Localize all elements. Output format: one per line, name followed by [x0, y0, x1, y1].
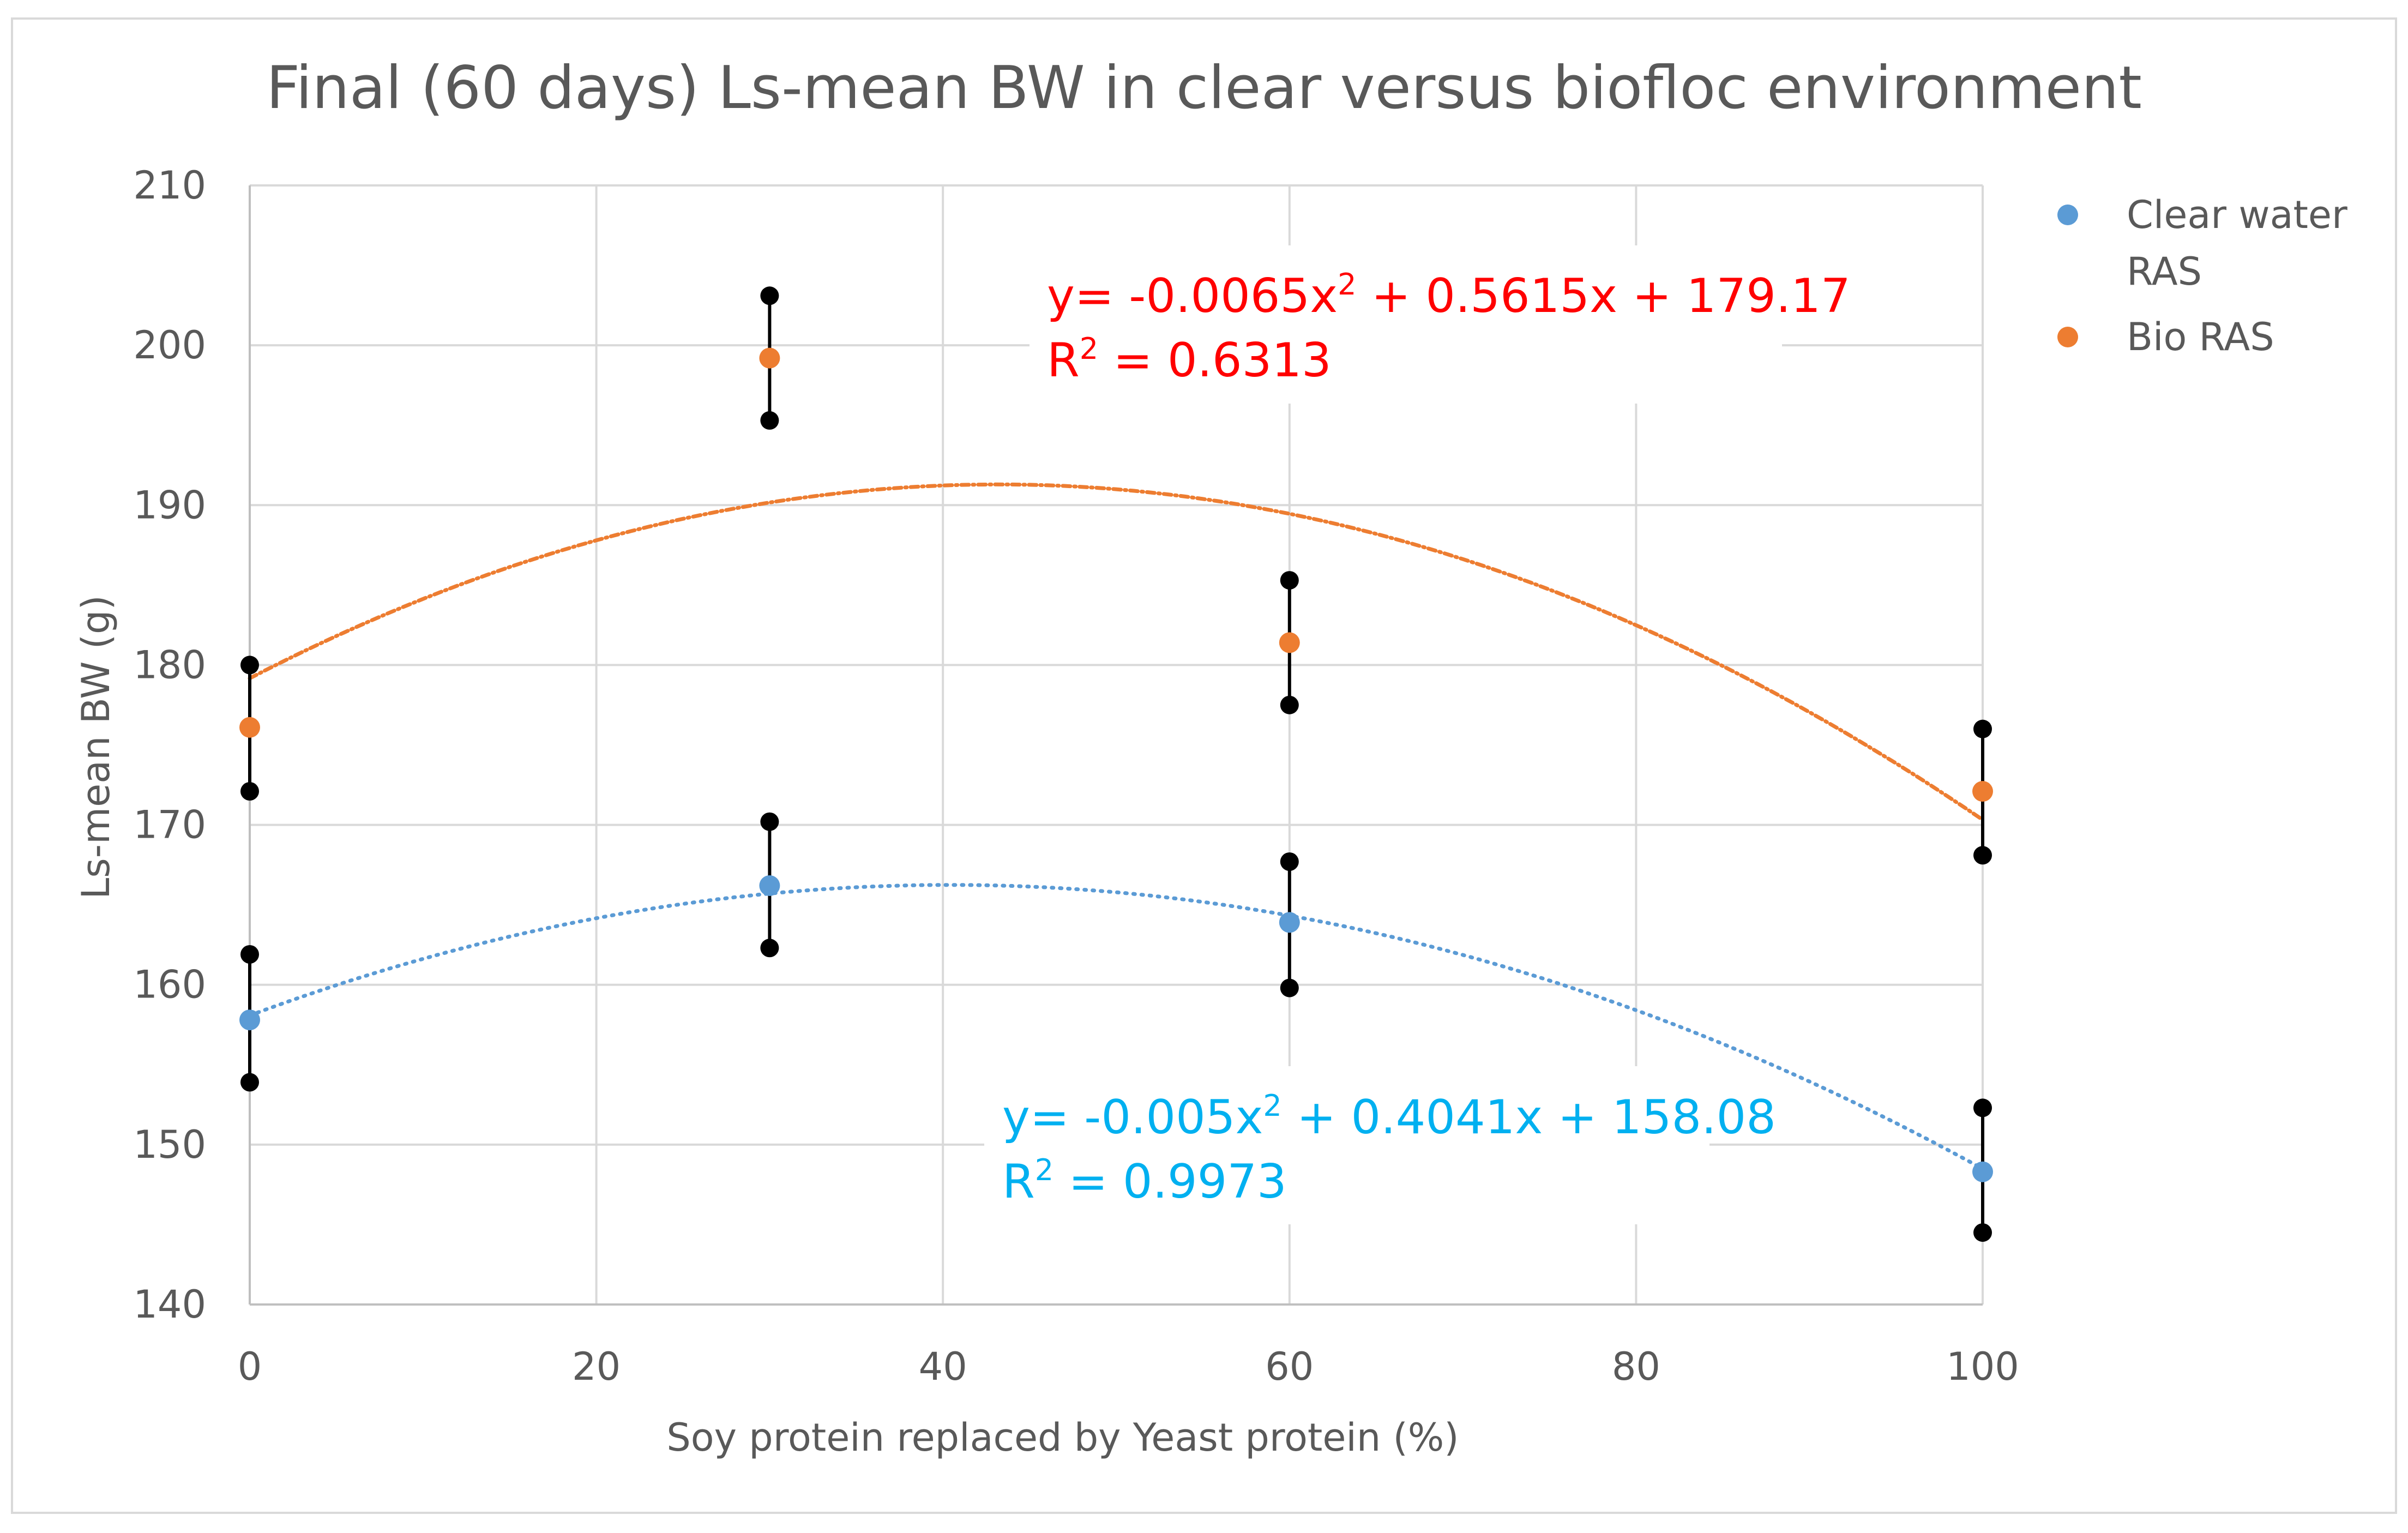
- legend-label-clear-water-line2: RAS: [2127, 249, 2202, 294]
- trendline-clear-water: [248, 883, 1985, 1171]
- x-tick-label: 60: [1265, 1344, 1314, 1389]
- error-cap-clear-water: [1280, 978, 1299, 997]
- trendline-bio-ras: [248, 482, 1985, 822]
- equation-layer: y= -0.005x2 + 0.4041x + 158.08 R2 = 0.997…: [984, 245, 1851, 1224]
- legend-label-bio-ras: Bio RAS: [2127, 315, 2274, 359]
- y-tick-label: 180: [133, 642, 206, 687]
- y-tick-label: 160: [133, 963, 206, 1007]
- error-cap-clear-water: [760, 812, 779, 831]
- error-cap-clear-water: [1280, 852, 1299, 871]
- chart-border: [11, 17, 2397, 1514]
- error-cap-bio-ras: [1280, 695, 1299, 714]
- data-point-bio-ras: [759, 347, 780, 369]
- data-point-clear-water: [759, 875, 780, 896]
- legend-label-clear-water: Clear water: [2127, 193, 2347, 237]
- y-axis-label: Ls-mean BW (g): [74, 595, 118, 899]
- data-point-clear-water: [1279, 912, 1300, 933]
- r-squared-clear-water: R2 = 0.9973: [1002, 1153, 1287, 1209]
- error-cap-bio-ras: [1280, 571, 1299, 590]
- x-tick-label: 0: [238, 1344, 262, 1389]
- equation-box-clear-water: [984, 1066, 1709, 1224]
- y-tick-label: 150: [133, 1122, 206, 1167]
- chart-title: Final (60 days) Ls-mean BW in clear vers…: [266, 54, 2142, 122]
- error-cap-clear-water: [1973, 1098, 1992, 1117]
- legend-marker-bio-ras: [2057, 327, 2078, 347]
- error-cap-clear-water: [1973, 1223, 1992, 1242]
- equation-clear-water: y= -0.005x2 + 0.4041x + 158.08: [1002, 1089, 1776, 1145]
- x-tick-label: 20: [572, 1344, 621, 1389]
- error-bar-layer: [240, 286, 1992, 1242]
- error-cap-clear-water: [240, 945, 259, 964]
- data-point-clear-water: [239, 1009, 260, 1031]
- error-cap-bio-ras: [240, 656, 259, 675]
- x-axis-label: Soy protein replaced by Yeast protein (%…: [666, 1415, 1459, 1460]
- error-cap-bio-ras: [1973, 846, 1992, 865]
- legend: Clear water RAS Bio RAS: [2057, 193, 2347, 359]
- legend-marker-clear-water: [2057, 205, 2078, 225]
- x-tick-label: 80: [1612, 1344, 1660, 1389]
- x-tick-label: 40: [919, 1344, 967, 1389]
- y-tick-label: 190: [133, 483, 206, 527]
- error-cap-bio-ras: [760, 286, 779, 305]
- y-tick-label: 210: [133, 163, 206, 208]
- error-cap-clear-water: [760, 939, 779, 958]
- error-cap-bio-ras: [240, 782, 259, 801]
- y-tick-label: 200: [133, 323, 206, 368]
- data-point-bio-ras: [1279, 632, 1300, 653]
- trendline-layer: [248, 482, 1985, 1171]
- r-squared-bio-ras: R2 = 0.6313: [1047, 332, 1332, 388]
- error-cap-bio-ras: [760, 411, 779, 430]
- x-tick-label: 100: [1946, 1344, 2019, 1389]
- data-point-bio-ras: [1972, 781, 1993, 802]
- data-point-clear-water: [1972, 1161, 1993, 1182]
- error-cap-clear-water: [240, 1073, 259, 1092]
- y-tick-label: 170: [133, 803, 206, 847]
- equation-box-bio-ras: [1030, 245, 1782, 404]
- error-cap-bio-ras: [1973, 719, 1992, 738]
- equation-bio-ras: y= -0.0065x2 + 0.5615x + 179.17: [1047, 267, 1851, 323]
- data-point-bio-ras: [239, 717, 260, 738]
- y-tick-label: 140: [133, 1282, 206, 1327]
- point-layer: [239, 347, 1993, 1182]
